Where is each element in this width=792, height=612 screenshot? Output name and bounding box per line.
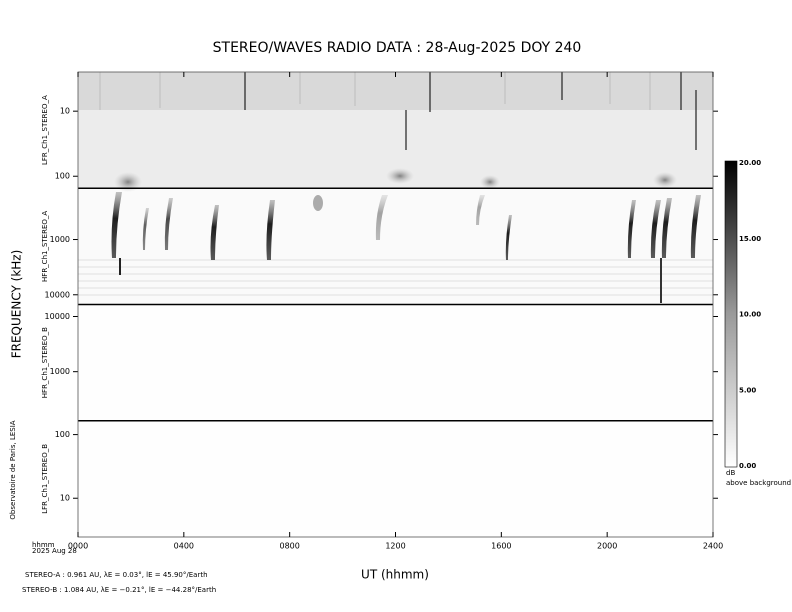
y-tick-label: 100: [55, 172, 70, 181]
date-label: 2025 Aug 28: [32, 547, 77, 555]
panel-label: LFR_Ch1_STEREO_A: [41, 95, 49, 165]
y-tick-label: 1000: [50, 235, 70, 244]
x-tick-label: 0000: [68, 542, 88, 551]
x-tick-label: 0400: [174, 542, 194, 551]
spectrogram-background: [78, 72, 713, 537]
colorbar-sublabel: above background: [726, 479, 791, 487]
y-tick-label: 1000: [50, 367, 70, 376]
credit: Observatoire de Paris, LESIA: [9, 420, 17, 519]
y-tick-label: 10: [60, 494, 70, 503]
colorbar-label: dB: [726, 469, 735, 477]
colorbar-tick-label: 20.00: [739, 159, 761, 167]
x-tick-label: 2400: [703, 542, 723, 551]
chart-title: STEREO/WAVES RADIO DATA : 28-Aug-2025 DO…: [213, 40, 582, 56]
colorbar-tick-label: 10.00: [739, 311, 761, 319]
colorbar: [724, 160, 738, 468]
y-tick-label: 10000: [45, 312, 70, 321]
y-tick-label: 10000: [45, 290, 70, 299]
panel-label: HFR_Ch1_STEREO_A: [41, 211, 49, 282]
colorbar-tick-label: 5.00: [739, 386, 756, 394]
x-unit-label: hhmm: [32, 541, 55, 549]
x-tick-label: 2000: [597, 542, 617, 551]
footer-line: STEREO-A : 0.961 AU, λE = 0.03°, lE = 45…: [25, 571, 208, 579]
panel-label: HFR_Ch1_STEREO_B: [41, 327, 49, 398]
colorbar-tick-label: 15.00: [739, 235, 761, 243]
y-tick-label: 10: [60, 107, 70, 116]
y-axis-title: FREQUENCY (kHz): [10, 250, 24, 359]
footer-line: STEREO-B : 1.084 AU, λE = −0.21°, lE = −…: [22, 586, 216, 594]
x-axis-title: UT (hhmm): [361, 568, 429, 582]
colorbar-tick-label: 0.00: [739, 462, 756, 470]
x-tick-label: 0800: [279, 542, 299, 551]
radio-bursts: [111, 168, 701, 303]
panel-label: LFR_Ch1_STEREO_B: [41, 444, 49, 514]
x-tick-label: 1200: [385, 542, 405, 551]
y-tick-label: 100: [55, 430, 70, 439]
x-tick-label: 1600: [491, 542, 511, 551]
